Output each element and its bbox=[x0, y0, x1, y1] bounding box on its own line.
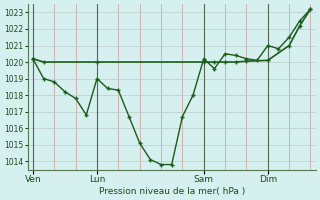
X-axis label: Pression niveau de la mer( hPa ): Pression niveau de la mer( hPa ) bbox=[99, 187, 245, 196]
